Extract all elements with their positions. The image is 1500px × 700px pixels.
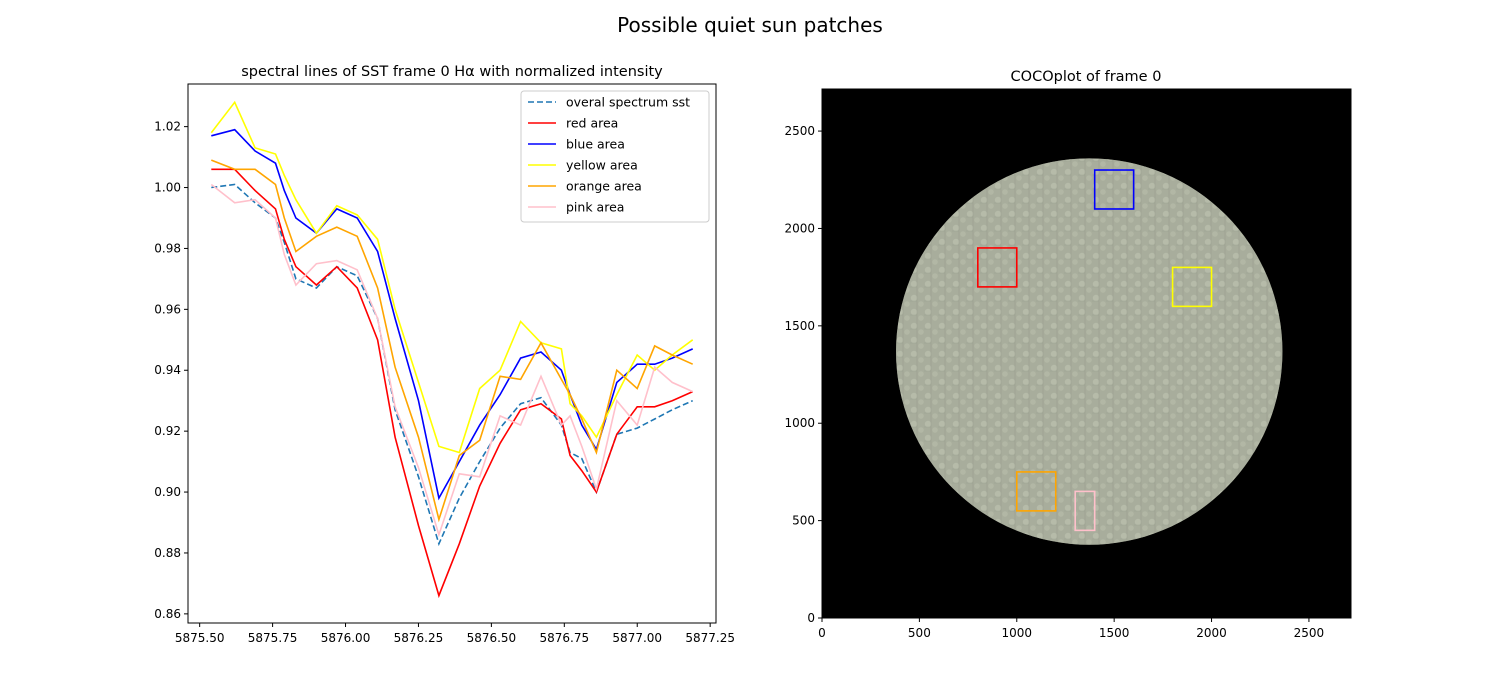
- legend-label: pink area: [566, 200, 624, 215]
- y-tick-label: 0: [807, 611, 815, 625]
- x-tick-label: 2000: [1196, 626, 1227, 640]
- y-tick-label: 1000: [784, 416, 815, 430]
- x-tick-label: 500: [908, 626, 931, 640]
- legend-label: overal spectrum sst: [566, 95, 690, 110]
- cocoplot-title: COCOplot of frame 0: [1011, 69, 1162, 85]
- spectral-y-ticks: 0.86 0.88 0.90 0.92 0.94 0.96 0.98 1.00 1.02: [154, 120, 188, 621]
- series-line-orange-area: [211, 159, 694, 523]
- x-tick-label: 5875.50: [175, 631, 225, 645]
- patch-boxes: [977, 169, 1213, 532]
- figure-suptitle: Possible quiet sun patches: [617, 13, 883, 37]
- patch-box-pink: [1074, 490, 1096, 532]
- legend-label: blue area: [566, 137, 625, 152]
- legend-box: [520, 90, 710, 223]
- cocoplot-axes: COCOplot of frame 0 0 500 1000 1500 2000 2500…: [784, 69, 1352, 640]
- legend-label: red area: [566, 116, 618, 131]
- spectral-plot-frame: [187, 83, 717, 624]
- cocoplot-y-ticks: 0 500 1000 1500 2000 2500: [784, 124, 822, 625]
- spectral-legend: overal spectrum sst red area blue area yell…: [520, 90, 710, 223]
- series-line-pink-area: [210, 183, 694, 538]
- solar-disk-granulation: [896, 158, 1283, 545]
- spectral-plot-title: spectral lines of SST frame 0 Hα with no…: [241, 64, 663, 80]
- patch-box-orange: [1015, 471, 1057, 512]
- y-tick-label: 1.00: [154, 181, 181, 195]
- cocoplot-frame: [821, 88, 1352, 619]
- series-line-yellow-area: [210, 100, 694, 454]
- x-tick-label: 0: [818, 626, 826, 640]
- spectral-x-ticks: 5875.50 5875.75 5876.00 5876.25 5876.50 5876.…: [175, 623, 735, 645]
- y-tick-label: 500: [792, 514, 815, 528]
- x-tick-label: 2500: [1294, 626, 1325, 640]
- patch-box-red: [977, 247, 1018, 288]
- y-tick-label: 0.94: [154, 363, 181, 377]
- legend-label: yellow area: [566, 158, 638, 173]
- x-tick-label: 5877.25: [685, 631, 735, 645]
- y-tick-label: 0.88: [154, 546, 181, 560]
- spectral-series-group: [210, 100, 694, 599]
- x-tick-label: 5876.00: [321, 631, 371, 645]
- y-tick-label: 0.86: [154, 607, 181, 621]
- x-tick-label: 1000: [1001, 626, 1032, 640]
- patch-box-yellow: [1171, 266, 1213, 308]
- x-tick-label: 5877.00: [612, 631, 662, 645]
- y-tick-label: 0.92: [154, 424, 181, 438]
- y-tick-label: 1500: [784, 319, 815, 333]
- y-tick-label: 0.90: [154, 485, 181, 499]
- series-line-red-area: [211, 168, 694, 599]
- x-tick-label: 1500: [1099, 626, 1130, 640]
- spectral-line-axes: spectral lines of SST frame 0 Hα with no…: [154, 64, 735, 645]
- x-tick-label: 5876.25: [394, 631, 444, 645]
- x-tick-label: 5876.75: [539, 631, 589, 645]
- y-tick-label: 0.96: [154, 302, 181, 316]
- cocoplot-x-ticks: 0 500 1000 1500 2000 2500: [818, 618, 1324, 640]
- y-tick-label: 1.02: [154, 120, 181, 134]
- x-tick-label: 5875.75: [248, 631, 298, 645]
- series-line-blue-area: [211, 128, 694, 501]
- y-tick-label: 2000: [784, 221, 815, 235]
- y-tick-label: 0.98: [154, 241, 181, 255]
- y-tick-label: 2500: [784, 124, 815, 138]
- legend-label: orange area: [566, 179, 642, 194]
- patch-box-blue: [1093, 169, 1135, 210]
- x-tick-label: 5876.50: [467, 631, 517, 645]
